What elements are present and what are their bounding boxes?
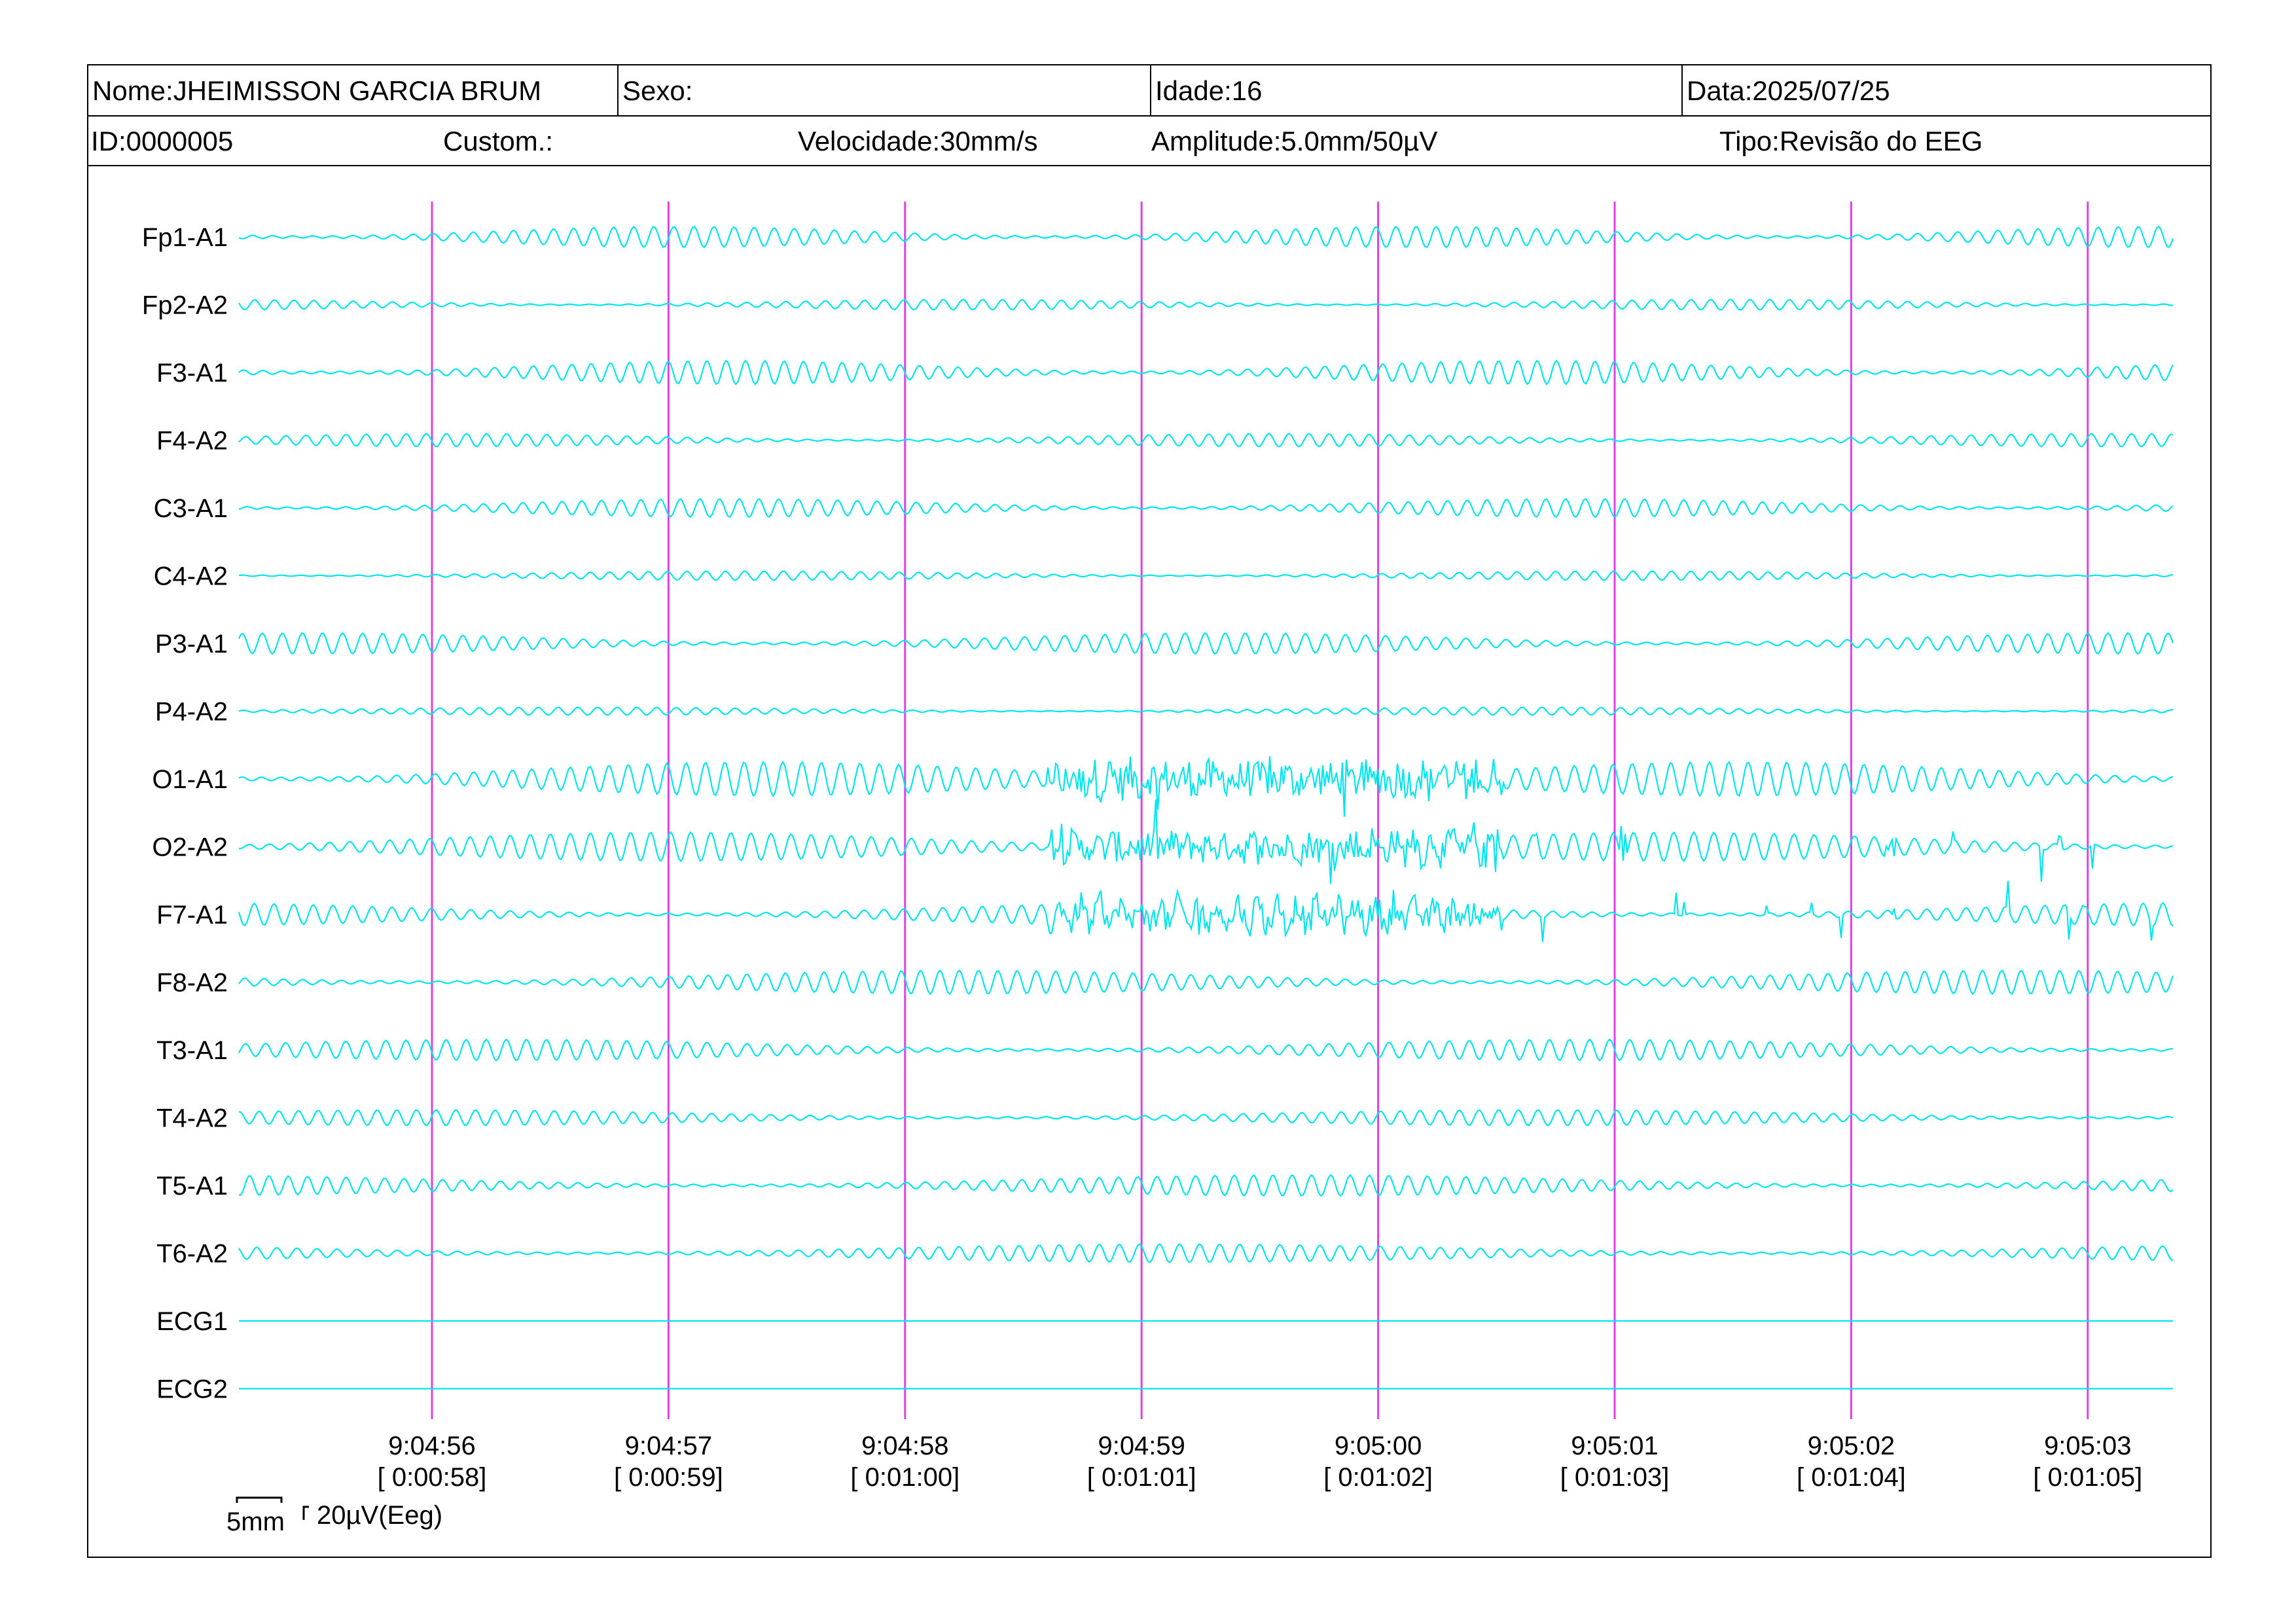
trace-layer — [238, 225, 2174, 1390]
eeg-trace — [238, 570, 2174, 581]
channel-label: Fp1-A1 — [142, 223, 228, 252]
channel-label: T6-A2 — [156, 1240, 228, 1269]
eeg-trace — [238, 632, 2174, 655]
eeg-trace — [238, 756, 2174, 817]
review-type: Tipo:Revisão do EEG — [1719, 126, 1983, 156]
patient-info-row: Nome:JHEIMISSON GARCIA BRUM Sexo: Idade:… — [88, 65, 2210, 117]
channel-label: F3-A1 — [156, 359, 228, 388]
time-marker-elapsed: [ 0:01:04] — [1797, 1463, 1906, 1492]
time-marker-clock: 9:05:02 — [1808, 1432, 1895, 1460]
time-marker-elapsed: [ 0:01:05] — [2033, 1463, 2142, 1492]
eeg-trace — [238, 298, 2174, 311]
eeg-trace — [238, 433, 2174, 448]
channel-label: ECG1 — [156, 1307, 228, 1336]
channel-label: T5-A1 — [156, 1172, 228, 1200]
channel-label: C3-A1 — [154, 494, 228, 523]
channel-label: ECG2 — [156, 1375, 228, 1404]
time-marker-clock: 9:05:00 — [1335, 1432, 1422, 1460]
eeg-trace — [238, 1174, 2174, 1197]
channel-label-layer: Fp1-A1 Fp2-A2 F3-A1 F4-A2 C3-A1 C4-A2 P3-A1 P4-… — [142, 223, 228, 1404]
time-scale-bar — [236, 1496, 283, 1503]
eeg-trace — [238, 1038, 2174, 1062]
eeg-trace — [238, 359, 2174, 386]
time-label-layer: 9:04:56 [ 0:00:58] 9:04:57 [ 0:00:59] 9:04:5… — [378, 1432, 2143, 1492]
time-marker-clock: 9:04:56 — [388, 1432, 475, 1460]
patient-sex: Sexo: — [617, 65, 1150, 115]
channel-label: P4-A2 — [155, 698, 228, 727]
channel-label: O2-A2 — [152, 833, 228, 862]
channel-label: F4-A2 — [156, 427, 228, 456]
scale-indicator: 5mm 20µV(Eeg) — [226, 1496, 442, 1536]
amplitude-scale-label: 20µV(Eeg) — [317, 1501, 442, 1530]
channel-label: P3-A1 — [155, 630, 228, 659]
time-marker-clock: 9:05:01 — [1571, 1432, 1658, 1460]
time-marker-elapsed: [ 0:01:03] — [1560, 1463, 1670, 1492]
patient-name: Nome:JHEIMISSON GARCIA BRUM — [92, 75, 542, 106]
channel-label: C4-A2 — [154, 562, 228, 591]
eeg-trace — [238, 1243, 2174, 1263]
time-marker-clock: 9:04:59 — [1098, 1432, 1185, 1460]
eeg-trace — [238, 225, 2174, 249]
time-marker-clock: 9:05:03 — [2044, 1432, 2131, 1460]
eeg-report-sheet: Nome:JHEIMISSON GARCIA BRUM Sexo: Idade:… — [87, 64, 2212, 1558]
time-marker-clock: 9:04:57 — [625, 1432, 712, 1460]
eeg-trace — [238, 497, 2174, 518]
time-marker-elapsed: [ 0:01:00] — [850, 1463, 960, 1492]
patient-id: ID:0000005 — [91, 126, 234, 156]
amplitude-setting: Amplitude:5.0mm/50µV — [1151, 126, 1438, 156]
channel-label: F7-A1 — [156, 901, 228, 929]
time-scale-label: 5mm — [226, 1507, 285, 1536]
time-marker-layer — [431, 202, 2089, 1419]
exam-date: Data:2025/07/25 — [1681, 65, 2212, 115]
eeg-trace — [238, 1109, 2174, 1127]
channel-label: O1-A1 — [152, 765, 228, 794]
eeg-trace — [238, 880, 2174, 943]
amplitude-scale-bar — [302, 1506, 309, 1520]
patient-age: Idade:16 — [1150, 65, 1681, 115]
recording-info-row: ID:0000005 Custom.: Velocidade:30mm/s Am… — [88, 117, 2210, 166]
channel-label: T4-A2 — [156, 1104, 228, 1133]
channel-label: F8-A2 — [156, 969, 228, 998]
time-marker-clock: 9:04:58 — [861, 1432, 948, 1460]
eeg-trace — [238, 799, 2174, 884]
channel-label: Fp2-A2 — [142, 291, 228, 320]
custom-field: Custom.: — [443, 126, 554, 156]
time-marker-elapsed: [ 0:01:02] — [1323, 1463, 1433, 1492]
speed-setting: Velocidade:30mm/s — [798, 126, 1038, 156]
eeg-trace — [238, 706, 2174, 716]
time-marker-elapsed: [ 0:00:59] — [614, 1463, 723, 1492]
eeg-trace — [238, 969, 2174, 996]
channel-label: T3-A1 — [156, 1036, 228, 1065]
time-marker-elapsed: [ 0:00:58] — [378, 1463, 487, 1492]
time-marker-elapsed: [ 0:01:01] — [1087, 1463, 1196, 1492]
